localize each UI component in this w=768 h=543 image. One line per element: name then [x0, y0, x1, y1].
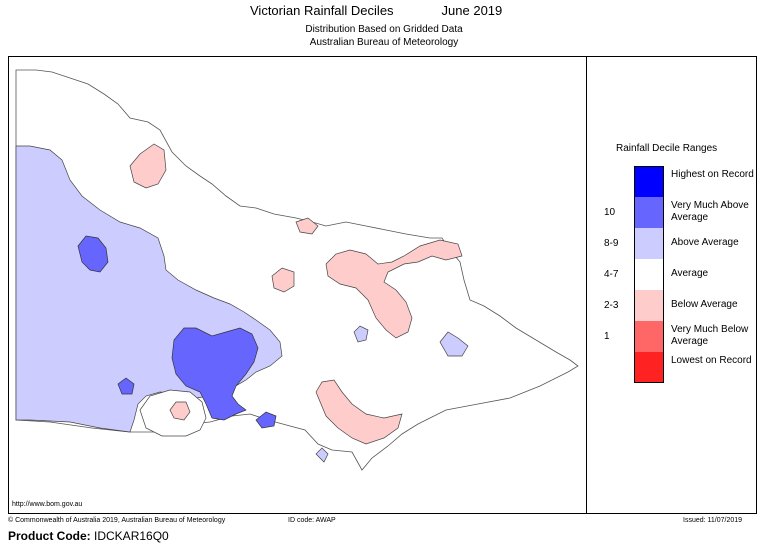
- legend-decile: 1: [604, 331, 610, 342]
- copyright-text: © Commonwealth of Australia 2019, Austra…: [8, 517, 226, 524]
- legend-swatch-below: [634, 290, 664, 321]
- bom-url[interactable]: http://www.bom.gov.au: [12, 501, 83, 508]
- map-frame: [8, 56, 757, 514]
- subtitle-line-2: Australian Bureau of Meteorology: [309, 37, 459, 48]
- legend-row-average: 4-7 Average: [604, 259, 754, 290]
- legend-swatch-very-much-below: [634, 321, 664, 352]
- very-much-above-region-1: [77, 235, 109, 273]
- legend-decile: 4-7: [604, 269, 619, 280]
- legend-row-above: 8-9 Above Average: [604, 228, 754, 259]
- map-legend-divider: [586, 56, 587, 514]
- below-average-ne-region: [325, 239, 463, 339]
- id-code-text: ID code: AWAP: [288, 517, 336, 524]
- victoria-rainfall-map: [15, 69, 579, 471]
- product-code: Product Code: IDCKAR16Q0: [8, 529, 169, 543]
- above-average-south-spot: [315, 447, 329, 463]
- subtitle-line-1: Distribution Based on Gridded Data: [305, 24, 463, 35]
- legend-swatch-highest: [634, 166, 664, 197]
- title-period: June 2019: [441, 3, 503, 18]
- legend-row-highest: Highest on Record: [604, 166, 754, 197]
- legend-swatch-lowest: [634, 352, 664, 383]
- below-average-gippsland: [315, 379, 403, 445]
- product-code-label: Product Code:: [8, 529, 91, 543]
- very-much-above-region-4: [255, 411, 277, 429]
- legend-label: Average: [671, 268, 709, 279]
- above-average-east-spot: [439, 331, 469, 357]
- legend-swatch-very-much-above: [634, 197, 664, 228]
- below-average-north: [129, 143, 167, 189]
- legend-label: Below Average: [671, 299, 738, 310]
- below-average-sw-spot: [169, 401, 191, 421]
- legend-row-very-much-above: 10 Very Much Above Average: [604, 197, 754, 228]
- above-average-central-spot: [353, 325, 369, 343]
- legend-swatch-above: [634, 228, 664, 259]
- legend-decile: 2-3: [604, 300, 619, 311]
- legend-label: Highest on Record: [671, 169, 754, 180]
- legend-label: Very Much Above Average: [671, 200, 749, 223]
- map-subtitle: Distribution Based on Gridded Data Austr…: [0, 23, 768, 49]
- map-title: Victorian Rainfall Deciles June 2019: [250, 3, 502, 18]
- legend-row-lowest: Lowest on Record: [604, 352, 754, 383]
- legend-decile: 10: [604, 207, 616, 218]
- legend-swatch-average: [634, 259, 664, 290]
- issued-date: Issued: 11/07/2019: [683, 517, 743, 524]
- legend-label: Very Much Below Average: [671, 324, 749, 347]
- below-average-small-north: [295, 217, 319, 235]
- legend-label: Above Average: [671, 237, 739, 248]
- very-much-above-region-3: [117, 377, 135, 395]
- legend-row-very-much-below: 1 Very Much Below Average: [604, 321, 754, 352]
- legend-label: Lowest on Record: [671, 355, 752, 366]
- legend-row-below: 2-3 Below Average: [604, 290, 754, 321]
- very-much-above-region-2: [171, 327, 259, 421]
- below-average-central-small: [271, 267, 295, 293]
- product-code-value: IDCKAR16Q0: [94, 529, 169, 543]
- title-text: Victorian Rainfall Deciles: [250, 3, 394, 18]
- legend-decile: 8-9: [604, 238, 619, 249]
- legend-title: Rainfall Decile Ranges: [616, 143, 718, 154]
